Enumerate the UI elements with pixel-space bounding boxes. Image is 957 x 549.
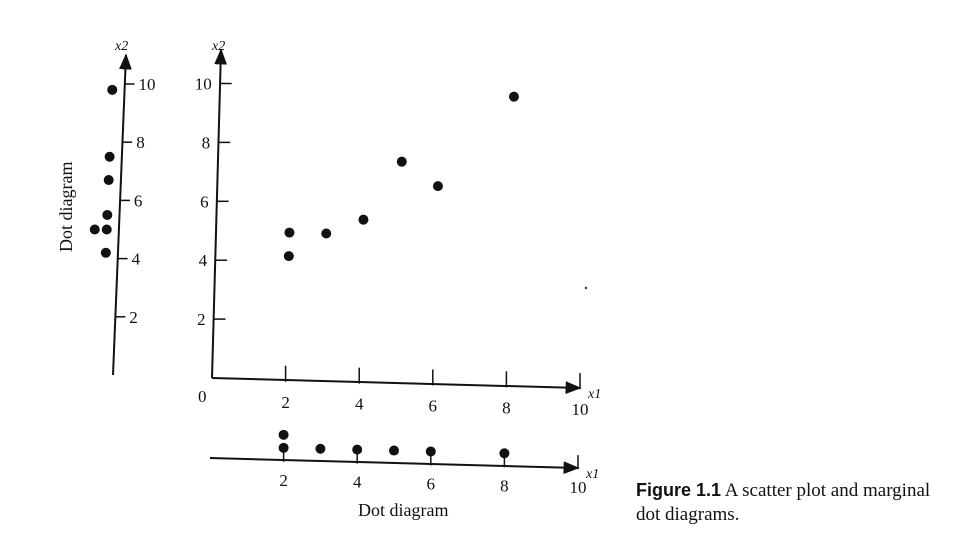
marginal-y-point	[104, 151, 115, 162]
marginal-x-tick-label: 8	[500, 476, 509, 495]
marginal-y-point	[107, 84, 118, 95]
marginal-y-points	[89, 84, 118, 258]
marginal-y-axis	[112, 53, 132, 376]
marginal-x-tick-label: 2	[279, 471, 288, 490]
marginal-x-points	[278, 429, 510, 459]
marginal-y-tick-label: 2	[129, 308, 138, 327]
marginal-x-axis-label: x1	[585, 467, 599, 482]
main-x-ticks: 2 4 6 8 10	[281, 365, 589, 419]
main-x-tick-label: 2	[281, 393, 290, 412]
main-scatter-plot: 2 4 6 8 10 2 4 6 8 10 0 x1 x2	[195, 39, 602, 419]
marginal-x-axis	[209, 457, 580, 475]
marginal-x-point	[389, 445, 399, 456]
main-x-tick-label: 8	[502, 398, 511, 417]
marginal-y-axis-label: x2	[114, 39, 128, 54]
marginal-x-tick-label: 4	[353, 473, 362, 492]
main-y-tick-label: 10	[195, 75, 212, 94]
scatter-point	[358, 214, 369, 225]
marginal-x-title: Dot diagram	[358, 500, 448, 520]
main-x-axis	[211, 377, 582, 395]
main-x-tick-label: 4	[355, 395, 364, 414]
main-x-tick-label: 6	[429, 396, 438, 415]
main-y-tick-label: 6	[200, 192, 209, 211]
scan-speck	[584, 286, 588, 290]
scatter-point	[396, 156, 407, 167]
main-points	[283, 91, 519, 262]
marginal-y-tick-label: 4	[132, 250, 141, 269]
main-y-axis	[211, 48, 228, 379]
main-x-tick-label: 10	[572, 400, 589, 419]
scatter-point	[432, 181, 443, 192]
main-y-tick-label: 4	[199, 251, 208, 270]
marginal-y-title: Dot diagram	[56, 162, 76, 252]
marginal-y-dot-diagram: 2 4 6 8 10 x2 Dot diagram	[56, 39, 156, 376]
scatter-point	[283, 251, 294, 262]
marginal-x-point	[315, 443, 326, 454]
marginal-x-dot-diagram: 2 4 6 8 10 x1 Dot diagram	[209, 429, 599, 520]
marginal-y-point	[89, 224, 100, 235]
figure-caption-label: Figure 1.1	[636, 480, 722, 500]
figure-caption: Figure 1.1 A scatter plot and marginal d…	[636, 478, 946, 527]
marginal-y-ticks: 2 4 6 8 10	[115, 75, 156, 327]
scatter-point	[508, 91, 519, 102]
marginal-y-point	[100, 247, 111, 258]
marginal-x-tick-label: 10	[570, 478, 587, 497]
marginal-x-point	[352, 444, 363, 455]
marginal-y-tick-label: 8	[136, 133, 145, 152]
marginal-x-point	[278, 442, 289, 453]
origin-label: 0	[198, 387, 207, 406]
marginal-x-point	[425, 446, 436, 457]
marginal-y-point	[103, 175, 114, 186]
marginal-x-tick-label: 6	[427, 474, 436, 493]
marginal-y-tick-label: 10	[139, 75, 156, 94]
marginal-y-tick-label: 6	[134, 191, 143, 210]
main-y-ticks: 2 4 6 8 10	[195, 75, 232, 329]
main-x-axis-label: x1	[587, 387, 601, 402]
main-y-tick-label: 2	[197, 310, 206, 329]
marginal-y-point	[102, 209, 113, 220]
scatter-point	[284, 227, 295, 238]
figure-caption-text: A scatter plot and marginal dot diagrams…	[636, 480, 931, 525]
scatter-point	[321, 228, 332, 239]
main-y-tick-label: 8	[202, 133, 211, 152]
marginal-y-point	[101, 224, 112, 235]
marginal-x-point	[499, 448, 510, 459]
marginal-x-point	[278, 429, 289, 440]
main-y-axis-label: x2	[211, 39, 225, 54]
